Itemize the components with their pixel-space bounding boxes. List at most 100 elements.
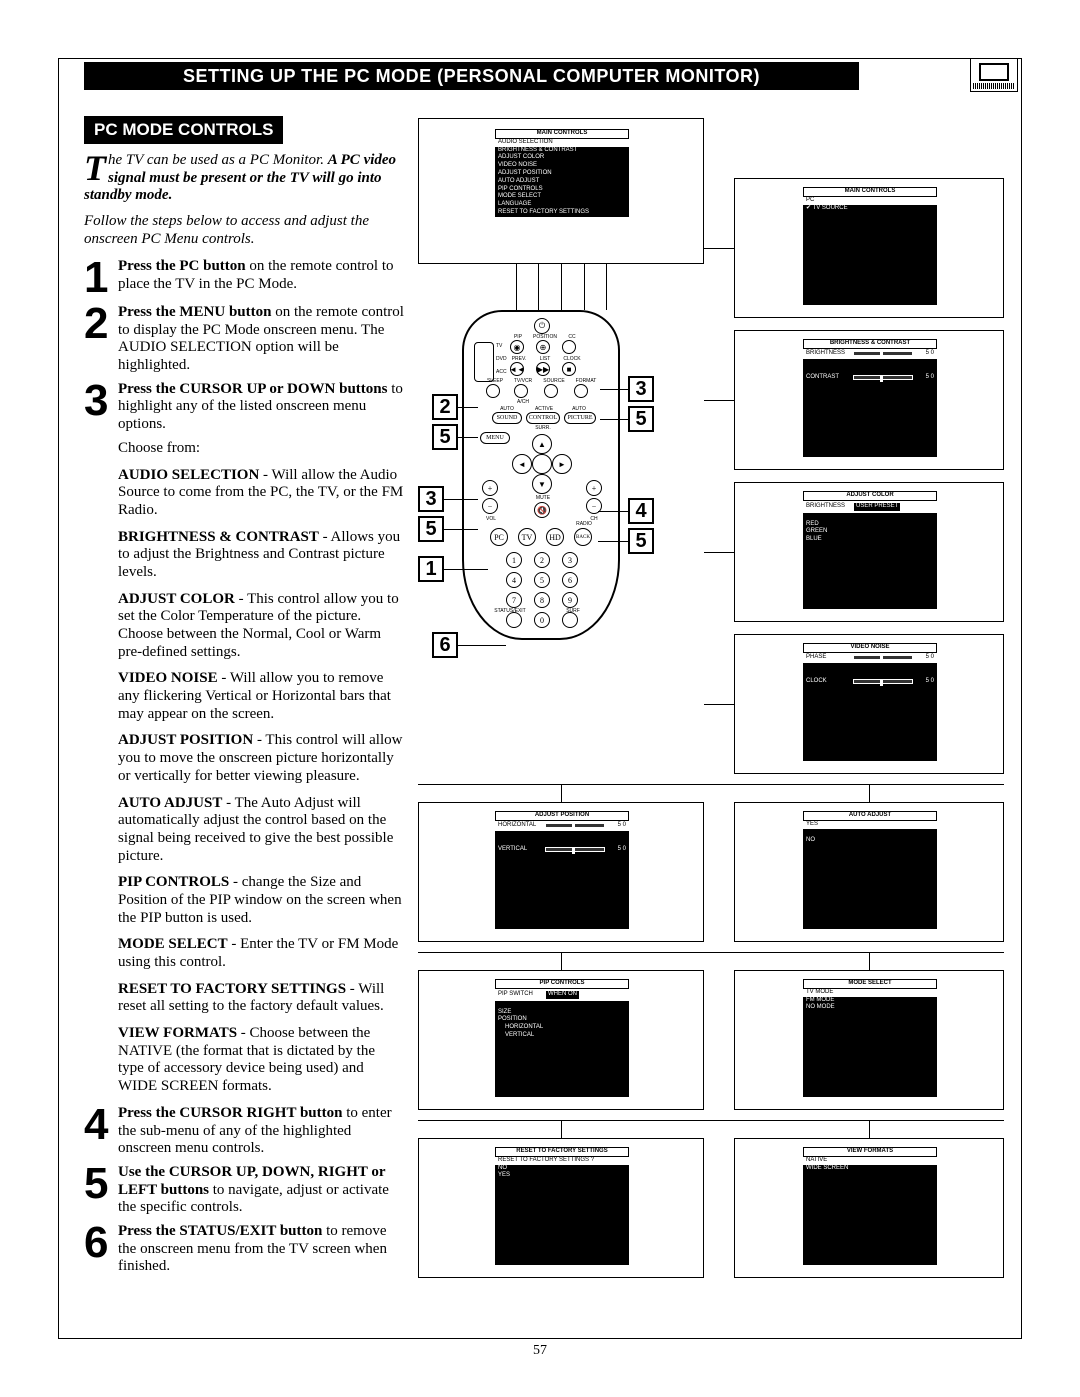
menu-item: YES (495, 1172, 629, 1180)
connector (704, 704, 734, 705)
slider-bar (545, 847, 605, 852)
connector (444, 569, 488, 570)
panel-main2: MAIN CONTROLS PC TV SOURCE (734, 178, 1004, 318)
menu-item: RESET TO FACTORY SETTINGS ? (495, 1157, 629, 1165)
vol-plus-button[interactable]: + (482, 480, 498, 496)
tvvcr-button[interactable] (514, 384, 528, 398)
menu-item: MODE SELECT (495, 193, 629, 201)
menu-item: HORIZONTAL (495, 1024, 629, 1032)
menu-button[interactable]: MENU (480, 432, 510, 444)
step-bold: Press the CURSOR UP or DOWN buttons (118, 381, 387, 397)
format-button[interactable] (574, 384, 588, 398)
intro-text: he TV can be used as a PC Monitor. (108, 152, 328, 168)
num-0-button[interactable]: 0 (534, 612, 550, 628)
num-8-button[interactable]: 8 (534, 592, 550, 608)
connector (444, 499, 478, 500)
step-number: 5 (84, 1164, 118, 1217)
connector (561, 1120, 562, 1138)
remote-control: ⏻ PIP POSITION CC ◉ ⊕ TV DVD ACC PREV. L… (462, 310, 620, 640)
slider-bar (853, 351, 913, 356)
num-9-button[interactable]: 9 (562, 592, 578, 608)
opt-mode-b: MODE SELECT (118, 936, 228, 952)
num-6-button[interactable]: 6 (562, 572, 578, 588)
cursor-ok-button[interactable] (532, 454, 552, 474)
num-4-button[interactable]: 4 (506, 572, 522, 588)
cc-button[interactable] (562, 340, 576, 354)
menu-item: ADJUST POSITION (495, 170, 629, 178)
label: CC (562, 334, 582, 340)
slider-label: HORIZONTAL (498, 822, 542, 830)
pc-button[interactable]: PC (490, 528, 508, 546)
vol-minus-button[interactable]: − (482, 498, 498, 514)
mode-switch[interactable] (474, 342, 494, 382)
prev-button[interactable]: ◄◄ (510, 362, 524, 376)
connector (598, 511, 628, 512)
num-3-button[interactable]: 3 (562, 552, 578, 568)
callout-2: 2 (432, 394, 458, 420)
hd-button[interactable]: HD (546, 528, 564, 546)
connector (598, 541, 628, 542)
cursor-up-button[interactable]: ▲ (532, 434, 552, 454)
steps-list: 1 Press the PC button on the remote cont… (84, 258, 404, 433)
choose-from: Choose from: (118, 440, 404, 458)
label: SURF (562, 608, 584, 614)
menu-title: RESET TO FACTORY SETTINGS (495, 1147, 629, 1157)
connector (458, 645, 506, 646)
control-button[interactable]: CONTROL (526, 412, 560, 424)
menu-item: RED (803, 521, 937, 529)
picture-button[interactable]: PICTURE (564, 412, 596, 424)
cursor-right-button[interactable]: ► (552, 454, 572, 474)
sound-button[interactable]: SOUND (492, 412, 522, 424)
menu-item: TV MODE (803, 989, 937, 997)
opt-pip-b: PIP CONTROLS (118, 874, 229, 890)
connector (704, 248, 734, 249)
pip-button[interactable]: ◉ (510, 340, 524, 354)
menu-pip: PIP CONTROLS PIP SWITCHWHEN ON SIZE POSI… (495, 979, 629, 1097)
menu-item: WIDE SCREEN (803, 1165, 937, 1173)
menu-brightness: BRIGHTNESS & CONTRAST BRIGHTNESS5 0 CONT… (803, 339, 937, 457)
label: DVD (496, 356, 507, 362)
menu-item: NO (495, 1165, 629, 1173)
connector (458, 437, 478, 438)
connector (458, 407, 478, 408)
step-4: 4 Press the CURSOR RIGHT button to enter… (84, 1105, 404, 1158)
connector (584, 264, 585, 310)
list-button[interactable]: ▶▶ (536, 362, 550, 376)
slider-value: WHEN ON (545, 990, 580, 1000)
ch-plus-button[interactable]: + (586, 480, 602, 496)
panel-reset: RESET TO FACTORY SETTINGS RESET TO FACTO… (418, 1138, 704, 1278)
surf-button[interactable] (562, 612, 578, 628)
power-button[interactable]: ⏻ (534, 318, 550, 334)
menu-item: RESET TO FACTORY SETTINGS (495, 209, 629, 217)
clock-button[interactable]: ■ (562, 362, 576, 376)
connector (869, 1120, 870, 1138)
panel-pip: PIP CONTROLS PIP SWITCHWHEN ON SIZE POSI… (418, 970, 704, 1110)
step-3: 3 Press the CURSOR UP or DOWN buttons to… (84, 381, 404, 434)
back-button[interactable]: BACK (574, 528, 592, 546)
cursor-down-button[interactable]: ▼ (532, 474, 552, 494)
source-button[interactable] (544, 384, 558, 398)
laptop-icon (970, 58, 1018, 92)
menu-position: ADJUST POSITION HORIZONTAL5 0 VERTICAL5 … (495, 811, 629, 929)
slider-value: 5 0 (916, 350, 934, 358)
menu-title: AUTO ADJUST (803, 811, 937, 821)
cursor-left-button[interactable]: ◄ (512, 454, 532, 474)
callout-1: 1 (418, 556, 444, 582)
num-1-button[interactable]: 1 (506, 552, 522, 568)
label: LIST (534, 356, 556, 362)
menu-main2: MAIN CONTROLS PC TV SOURCE (803, 187, 937, 305)
num-2-button[interactable]: 2 (534, 552, 550, 568)
menu-title: MAIN CONTROLS (495, 129, 629, 139)
slider-bar (853, 655, 913, 660)
callout-3r: 3 (628, 376, 654, 402)
num-7-button[interactable]: 7 (506, 592, 522, 608)
mute-button[interactable]: 🔇 (534, 502, 550, 518)
tv-button[interactable]: TV (518, 528, 536, 546)
callout-6: 6 (432, 632, 458, 658)
connector (418, 952, 1004, 953)
position-button[interactable]: ⊕ (536, 340, 550, 354)
status-exit-button[interactable] (506, 612, 522, 628)
slider-bar (853, 375, 913, 380)
sleep-button[interactable] (486, 384, 500, 398)
num-5-button[interactable]: 5 (534, 572, 550, 588)
